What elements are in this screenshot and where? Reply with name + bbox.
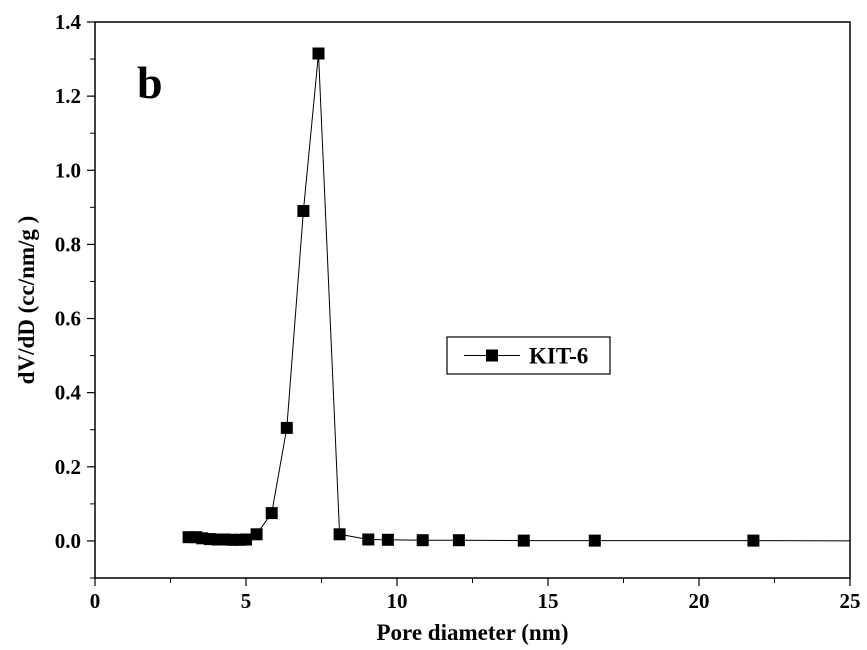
x-tick-label: 0	[90, 589, 101, 613]
x-tick-label: 10	[387, 589, 408, 613]
x-tick-label: 5	[241, 589, 252, 613]
data-point	[312, 47, 325, 60]
data-point	[297, 205, 310, 217]
y-tick-label: 1.2	[55, 84, 81, 108]
data-point	[362, 533, 375, 546]
x-tick-label: 25	[840, 589, 861, 613]
data-point	[333, 528, 346, 541]
y-tick-label: 0.0	[55, 529, 81, 553]
y-tick-label: 1.4	[55, 10, 82, 34]
data-point	[381, 533, 394, 546]
y-tick-label: 0.2	[55, 455, 81, 479]
data-point	[452, 534, 465, 547]
y-tick-label: 0.6	[55, 307, 81, 331]
series-layer	[182, 47, 851, 547]
plot-frame	[94, 21, 851, 579]
legend: KIT-6	[446, 336, 611, 375]
x-tick-label: 20	[689, 589, 710, 613]
x-axis-title: Pore diameter (nm)	[376, 620, 568, 645]
y-tick-label: 0.4	[55, 381, 82, 405]
legend-entry-kit-6: KIT-6	[529, 344, 588, 369]
data-point	[517, 534, 530, 547]
data-point	[265, 507, 278, 520]
y-axis-title: dV/dD (cc/nm/g )	[14, 216, 39, 385]
data-point	[280, 421, 293, 434]
y-axis-ticks: 0.0 0.2 0.4 0.6 0.8 1.0 1.2 1.4	[55, 10, 95, 579]
data-point	[240, 533, 252, 546]
x-tick-label: 15	[538, 589, 559, 613]
data-point	[250, 528, 263, 541]
panel-label: b	[137, 57, 163, 108]
legend-marker-swatch	[486, 349, 498, 362]
data-point	[747, 534, 760, 547]
plot-border	[94, 21, 851, 579]
x-axis-ticks: 0 5 10 15 20 25	[90, 578, 861, 613]
series-line-kit-6	[188, 53, 851, 542]
y-tick-label: 0.8	[55, 232, 81, 256]
data-point	[588, 534, 601, 547]
y-tick-label: 1.0	[55, 158, 81, 182]
data-point	[416, 534, 429, 547]
